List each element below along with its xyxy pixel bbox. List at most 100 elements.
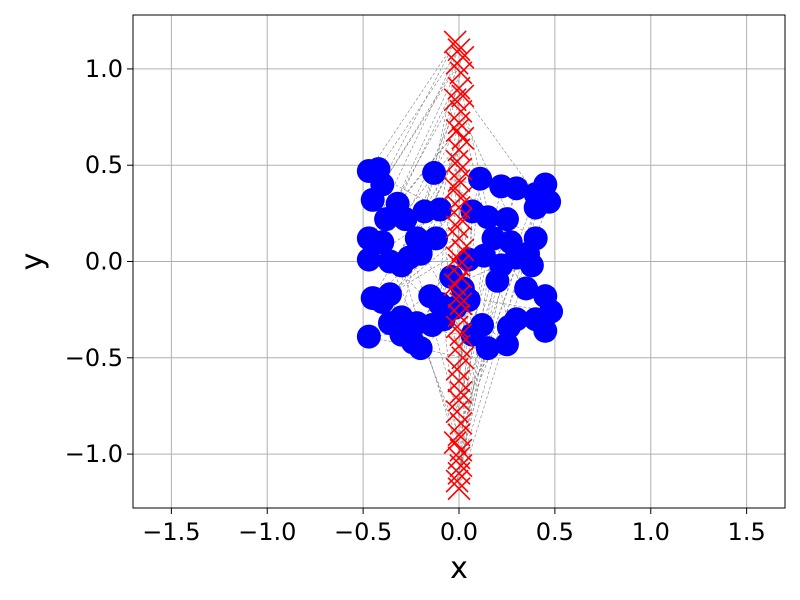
- x-axis-ticks: −1.5 −1.0 −0.5 0.0 0.5 1.0 1.5: [142, 508, 766, 546]
- cross-stroke: [449, 380, 473, 405]
- data-point-cross: [449, 61, 473, 85]
- data-point-cross: [445, 469, 469, 493]
- cross-stroke: [447, 226, 471, 250]
- data-point-circle: [356, 247, 381, 272]
- cross-stroke: [449, 61, 473, 85]
- data-point-circle: [374, 207, 399, 232]
- data-point-cross: [451, 84, 475, 108]
- cross-stroke: [443, 430, 467, 455]
- cross-stroke: [447, 423, 471, 447]
- cross-stroke: [445, 400, 469, 424]
- connection-line: [424, 99, 456, 212]
- data-point-cross: [449, 265, 473, 289]
- connection-line: [389, 72, 462, 324]
- cross-stroke: [449, 292, 473, 316]
- data-point-cross: [451, 238, 475, 262]
- circle-series: [356, 157, 564, 361]
- cross-stroke: [451, 346, 475, 370]
- cross-stroke: [445, 51, 469, 75]
- data-point-circle: [423, 226, 448, 251]
- data-point-cross: [445, 246, 469, 270]
- connection-line: [458, 88, 536, 195]
- x-tick-label: 0.5: [536, 518, 574, 546]
- cross-stroke: [449, 99, 473, 123]
- data-point-cross: [449, 323, 473, 347]
- data-point-cross: [443, 430, 467, 455]
- cross-stroke: [447, 196, 471, 220]
- cross-stroke: [443, 30, 467, 54]
- cross-stroke: [447, 477, 471, 501]
- data-point-circle: [370, 230, 395, 255]
- data-point-cross: [445, 51, 469, 75]
- data-point-cross: [447, 369, 471, 393]
- x-tick-label: −1.0: [238, 518, 296, 546]
- cross-stroke: [449, 157, 473, 181]
- connection-line: [458, 211, 473, 381]
- y-axis-ticks: −1.0 −0.5 0.0 0.5 1.0: [65, 55, 133, 468]
- data-point-cross: [445, 315, 469, 339]
- data-point-cross: [445, 118, 469, 143]
- connection-line: [378, 49, 460, 170]
- data-point-cross: [447, 111, 471, 135]
- y-tick-label: 0.5: [85, 151, 123, 179]
- y-tick-label: −0.5: [65, 344, 123, 372]
- connection-line: [456, 193, 536, 412]
- data-point-cross: [447, 284, 471, 308]
- cross-stroke: [447, 138, 471, 162]
- cross-stroke: [447, 388, 471, 412]
- data-point-cross: [447, 138, 471, 162]
- x-tick-label: −1.5: [142, 518, 200, 546]
- data-point-cross: [449, 207, 473, 231]
- data-point-cross: [449, 157, 473, 181]
- data-point-cross: [445, 215, 469, 239]
- y-tick-label: 0.0: [85, 248, 123, 276]
- data-point-circle: [514, 276, 539, 301]
- data-point-cross: [449, 292, 473, 316]
- connection-line: [401, 63, 458, 318]
- data-point-cross: [447, 196, 471, 220]
- data-point-circle: [519, 253, 544, 278]
- connection-line: [439, 111, 462, 210]
- x-tick-label: 1.0: [632, 518, 670, 546]
- data-point-circle: [356, 324, 381, 349]
- data-point-circle: [427, 197, 452, 222]
- cross-stroke: [449, 454, 473, 478]
- cross-stroke: [449, 265, 473, 289]
- data-point-circle: [393, 207, 418, 232]
- data-point-cross: [449, 454, 473, 478]
- connection-line: [458, 238, 494, 474]
- cross-stroke: [449, 411, 473, 435]
- x-tick-label: −0.5: [334, 518, 392, 546]
- data-point-cross: [443, 88, 467, 112]
- connection-line: [451, 122, 460, 277]
- connection-line: [368, 41, 456, 172]
- cross-stroke: [451, 238, 475, 262]
- cross-stroke: [451, 84, 475, 108]
- data-point-cross: [447, 388, 471, 412]
- cross-stroke: [443, 273, 467, 297]
- cross-stroke: [447, 111, 471, 135]
- connection-line: [416, 138, 464, 239]
- connection-line: [443, 319, 460, 458]
- cross-stroke: [447, 253, 471, 277]
- connection-line: [382, 242, 460, 435]
- x-tick-label: 0.0: [440, 518, 478, 546]
- data-point-cross: [445, 149, 469, 173]
- cross-stroke: [447, 303, 471, 327]
- cross-series: [443, 30, 475, 501]
- data-point-cross: [451, 346, 475, 370]
- cross-stroke: [447, 369, 471, 393]
- connection-line: [458, 242, 512, 474]
- data-point-circle: [533, 318, 558, 343]
- y-tick-label: −1.0: [65, 440, 123, 468]
- cross-stroke: [445, 315, 469, 339]
- data-point-circle: [456, 247, 481, 272]
- cross-stroke: [447, 284, 471, 308]
- x-axis-label: x: [450, 551, 468, 586]
- cross-stroke: [445, 215, 469, 239]
- y-tick-label: 1.0: [85, 55, 123, 83]
- data-point-cross: [447, 477, 471, 501]
- connection-line: [405, 95, 464, 220]
- data-point-cross: [449, 186, 473, 210]
